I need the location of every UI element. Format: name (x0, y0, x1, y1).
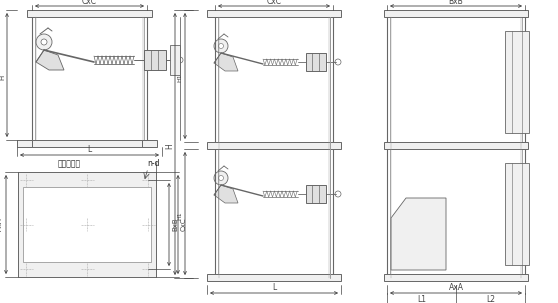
Circle shape (516, 257, 518, 259)
Bar (505, 31, 529, 133)
Bar (207, 274, 341, 281)
Text: CxC: CxC (267, 0, 281, 5)
Bar (207, 10, 341, 17)
Circle shape (335, 191, 341, 197)
Circle shape (214, 39, 228, 53)
Bar (27, 10, 152, 17)
Bar (384, 142, 528, 149)
Bar (27, 140, 152, 147)
Bar (505, 163, 529, 265)
Polygon shape (214, 53, 238, 71)
Text: 法兰示意图: 法兰示意图 (57, 159, 80, 168)
Polygon shape (214, 185, 238, 203)
Bar (384, 274, 528, 281)
Text: AxA: AxA (0, 218, 3, 231)
Polygon shape (391, 198, 446, 270)
Bar (306, 185, 326, 203)
Text: L2: L2 (486, 295, 495, 303)
Circle shape (516, 168, 518, 171)
Text: L: L (88, 145, 92, 155)
Circle shape (335, 59, 341, 65)
Circle shape (516, 125, 518, 128)
Bar (144, 50, 166, 70)
Circle shape (22, 221, 30, 228)
Circle shape (177, 57, 183, 63)
Text: CxC: CxC (82, 0, 97, 5)
Circle shape (41, 39, 47, 45)
Circle shape (516, 36, 518, 39)
Text: BxB: BxB (449, 0, 463, 5)
Bar (18, 172, 156, 277)
Circle shape (145, 177, 152, 184)
Circle shape (22, 177, 30, 184)
Bar (23, 187, 151, 262)
Text: L: L (272, 284, 276, 292)
Text: H: H (166, 143, 175, 149)
Circle shape (145, 265, 152, 272)
Bar (170, 45, 180, 75)
Circle shape (84, 221, 90, 228)
Circle shape (219, 44, 224, 48)
Text: H: H (0, 74, 5, 80)
Circle shape (219, 175, 224, 181)
Text: n-d: n-d (148, 159, 160, 168)
Circle shape (214, 171, 228, 185)
Circle shape (84, 177, 90, 184)
Circle shape (513, 166, 521, 174)
Bar (17, 140, 32, 147)
Circle shape (84, 265, 90, 272)
Bar (142, 140, 157, 147)
Circle shape (22, 265, 30, 272)
Text: CxC: CxC (181, 218, 187, 231)
Circle shape (513, 122, 521, 130)
Bar (384, 10, 528, 17)
Polygon shape (36, 50, 64, 70)
Text: H1: H1 (177, 74, 182, 82)
Text: BxB: BxB (172, 218, 178, 231)
Circle shape (513, 254, 521, 262)
Text: H1: H1 (177, 211, 182, 220)
Text: L1: L1 (417, 295, 426, 303)
Bar (306, 53, 326, 71)
Circle shape (513, 34, 521, 42)
Circle shape (145, 221, 152, 228)
Circle shape (36, 34, 52, 50)
Bar (207, 142, 341, 149)
Text: AxA: AxA (449, 284, 464, 292)
